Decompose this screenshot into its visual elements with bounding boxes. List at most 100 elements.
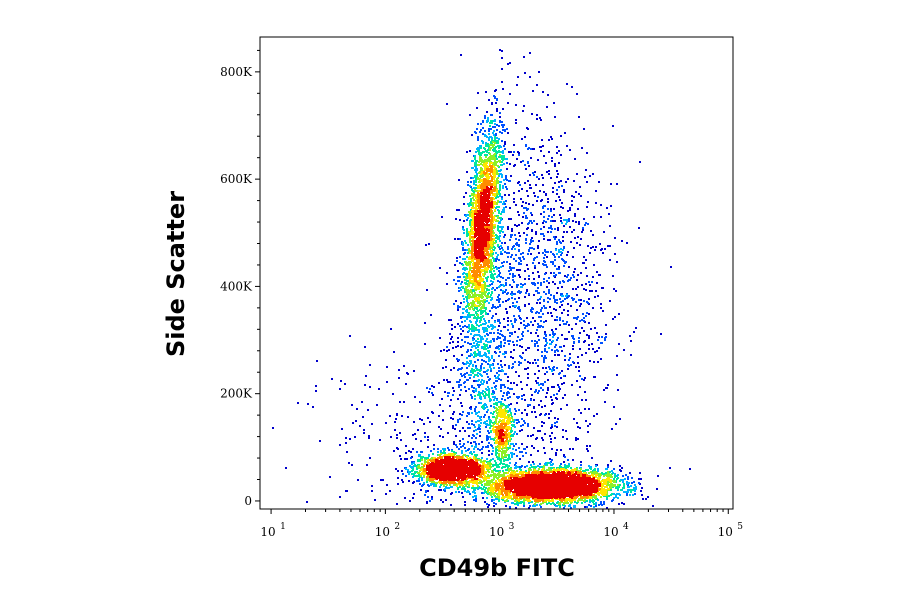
event-point: [469, 273, 471, 275]
event-point: [568, 266, 570, 268]
event-point: [416, 451, 418, 453]
event-point: [467, 427, 469, 429]
event-point: [607, 484, 609, 486]
event-point: [553, 394, 555, 396]
event-point: [556, 299, 558, 301]
event-point: [531, 340, 533, 342]
event-point: [504, 414, 506, 416]
event-point: [471, 221, 473, 223]
event-point: [539, 414, 541, 416]
event-point: [488, 432, 490, 434]
event-point: [630, 485, 632, 487]
event-point: [462, 264, 464, 266]
event-point: [539, 146, 541, 148]
event-point: [542, 384, 544, 386]
event-point: [475, 388, 477, 390]
event-point: [509, 437, 511, 439]
event-point: [421, 466, 423, 468]
event-point: [452, 425, 454, 427]
event-point: [465, 316, 467, 318]
event-point: [482, 133, 484, 135]
event-point: [468, 277, 470, 279]
event-point: [509, 388, 511, 390]
event-point: [506, 410, 508, 412]
event-point: [504, 291, 506, 293]
event-point: [499, 232, 501, 234]
event-point: [454, 264, 456, 266]
event-point: [555, 249, 557, 251]
event-point: [509, 332, 511, 334]
event-point: [509, 410, 511, 412]
event-point: [462, 247, 464, 249]
event-point: [545, 335, 547, 337]
event-point: [491, 357, 493, 359]
event-point: [497, 145, 499, 147]
event-point: [512, 341, 514, 343]
event-point: [631, 477, 633, 479]
event-point: [588, 337, 590, 339]
event-point: [470, 267, 472, 269]
event-point: [588, 504, 590, 506]
event-point: [486, 300, 488, 302]
event-point: [537, 335, 539, 337]
event-point: [468, 248, 470, 250]
event-point: [522, 216, 524, 218]
event-point: [540, 213, 542, 215]
event-point: [494, 174, 496, 176]
event-point: [471, 385, 473, 387]
event-point: [576, 93, 578, 95]
event-point: [546, 351, 548, 353]
event-point: [573, 317, 575, 319]
event-point: [411, 461, 413, 463]
event-point: [421, 456, 423, 458]
event-point: [494, 375, 496, 377]
event-point: [625, 491, 627, 493]
event-point: [472, 190, 474, 192]
event-point: [607, 245, 609, 247]
event-point: [593, 415, 595, 417]
event-point: [463, 488, 465, 490]
event-point: [485, 313, 487, 315]
event-point: [480, 402, 482, 404]
event-point: [420, 489, 422, 491]
event-point: [498, 367, 500, 369]
event-point: [513, 165, 515, 167]
event-point: [481, 363, 483, 365]
event-point: [544, 381, 546, 383]
event-point: [512, 302, 514, 304]
event-point: [579, 386, 581, 388]
event-point: [523, 258, 525, 260]
event-point: [513, 445, 515, 447]
event-point: [489, 427, 491, 429]
event-point: [420, 440, 422, 442]
event-point: [606, 494, 608, 496]
event-point: [621, 240, 623, 242]
event-point: [516, 340, 518, 342]
event-point: [504, 148, 506, 150]
event-point: [462, 330, 464, 332]
event-point: [471, 423, 473, 425]
event-point: [492, 315, 494, 317]
event-point: [563, 461, 565, 463]
event-point: [629, 472, 631, 474]
event-point: [465, 278, 467, 280]
event-point: [579, 332, 581, 334]
event-point: [526, 465, 528, 467]
event-point: [475, 206, 477, 208]
event-point: [500, 341, 502, 343]
event-point: [466, 456, 468, 458]
event-point: [519, 258, 521, 260]
event-point: [414, 464, 416, 466]
event-point: [469, 239, 471, 241]
event-point: [550, 225, 552, 227]
event-point: [554, 354, 556, 356]
event-point: [477, 384, 479, 386]
event-point: [501, 228, 503, 230]
event-point: [534, 359, 536, 361]
event-point: [392, 393, 394, 395]
event-point: [485, 426, 487, 428]
event-point: [548, 292, 550, 294]
event-point: [586, 506, 588, 508]
event-point: [595, 246, 597, 248]
event-point: [517, 76, 519, 78]
